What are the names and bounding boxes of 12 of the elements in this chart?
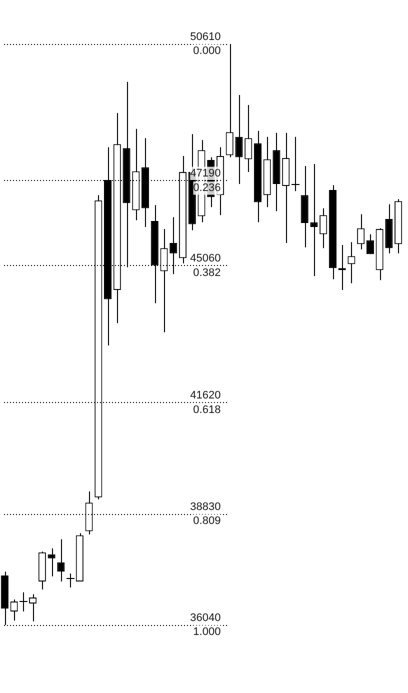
y-tick-label: 50610 — [190, 31, 221, 44]
y-tick-label: 45060 — [190, 252, 221, 264]
y-tick-label: 47190 — [190, 167, 221, 180]
y2-tick-label: 0.236 — [193, 182, 221, 194]
y2-tick-label: 1.000 — [193, 626, 221, 638]
y-tick-label: 36040 — [190, 612, 221, 624]
y2-tick-label: 0.382 — [193, 266, 221, 279]
y2-tick-label: 0.000 — [193, 45, 221, 58]
y-tick-label: 41620 — [190, 390, 221, 402]
y2-tick-label: 0.618 — [193, 404, 221, 416]
y-tick-label: 38830 — [190, 500, 221, 513]
y2-tick-label: 0.809 — [193, 515, 221, 528]
